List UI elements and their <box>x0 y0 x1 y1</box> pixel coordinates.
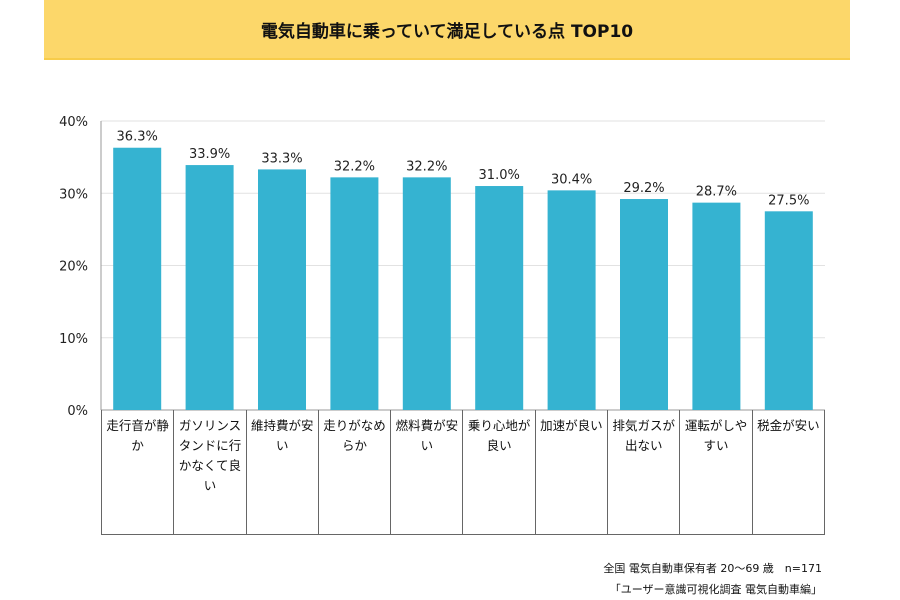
bar <box>764 211 813 410</box>
data-label: 32.2% <box>334 159 375 174</box>
bar <box>330 177 379 410</box>
category-label: 運転がしやすい <box>680 410 753 534</box>
y-tick-label: 40% <box>59 115 88 130</box>
category-label: 走行音が静か <box>102 410 175 534</box>
y-tick-label: 20% <box>59 260 88 275</box>
category-label: 燃料費が安い <box>391 410 464 534</box>
data-label: 36.3% <box>117 130 158 145</box>
data-label: 33.9% <box>189 147 230 162</box>
bar <box>547 190 596 410</box>
category-label: 税金が安い <box>757 418 820 433</box>
data-label: 28.7% <box>696 185 737 200</box>
bar <box>402 177 451 410</box>
source-note: 「ユーザー意識可視化調査 電気自動車編」 <box>609 583 822 596</box>
category-table: 走行音が静か ガソリンスタンドに行かなくて良い 維持費が安い 走りがなめらか 燃料費が安… <box>101 410 825 535</box>
y-tick-label: 10% <box>59 332 88 347</box>
category-label: ガソリンスタンドに行かなくて良い <box>174 410 247 534</box>
category-label: 乗り心地が良い <box>463 410 536 534</box>
y-tick-label: 30% <box>59 187 88 202</box>
y-tick-label: 0% <box>67 404 88 419</box>
bar <box>475 186 524 410</box>
bar <box>113 147 162 411</box>
data-label: 29.2% <box>623 181 664 196</box>
bar <box>692 202 741 410</box>
bar <box>258 169 306 410</box>
chart-title: 電気自動車に乗っていて満足している点 TOP10 <box>260 21 634 42</box>
data-label: 27.5% <box>768 193 809 208</box>
sample-note: 全国 電気自動車保有者 20〜69 歳 n=171 <box>603 562 822 575</box>
category-label: 加速が良い <box>536 410 609 534</box>
bar <box>620 199 668 410</box>
data-label: 32.2% <box>406 159 447 174</box>
data-label: 33.3% <box>261 151 302 166</box>
chart-title-band: 電気自動車に乗っていて満足している点 TOP10 <box>44 0 850 60</box>
data-label: 30.4% <box>551 172 592 187</box>
category-label: 排気ガスが出ない <box>608 410 681 534</box>
category-label: 走りがなめらか <box>319 410 392 534</box>
category-label: 維持費が安い <box>247 410 319 534</box>
data-label: 31.0% <box>479 168 520 183</box>
bar <box>185 165 234 410</box>
